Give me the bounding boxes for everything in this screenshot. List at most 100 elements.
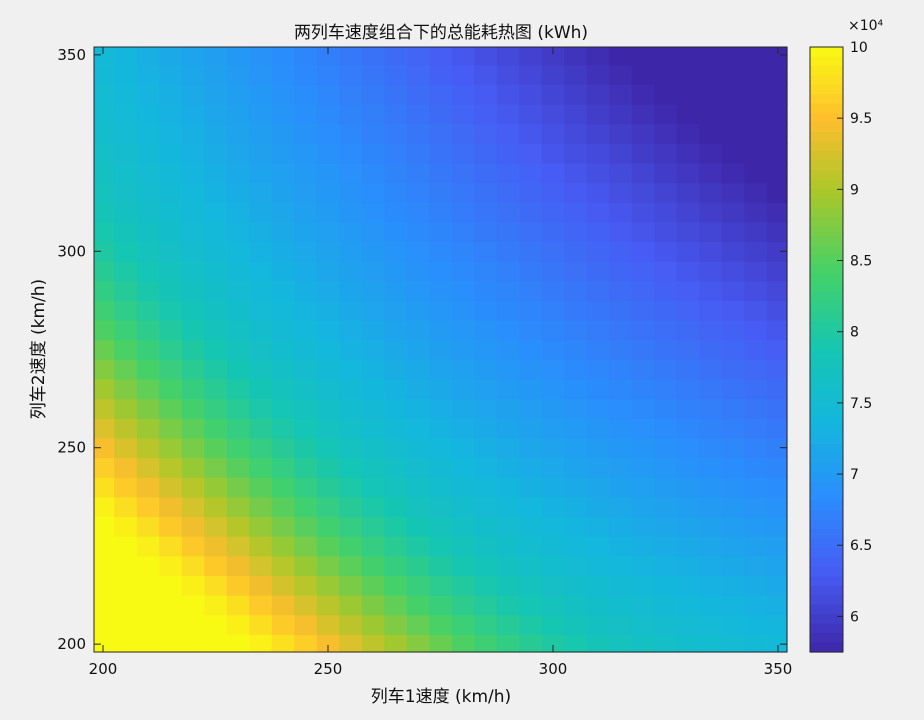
heatmap-cell (586, 123, 610, 144)
heatmap-cell (249, 536, 273, 557)
heatmap-cell (136, 64, 160, 85)
colorbar-swatch (810, 65, 843, 76)
heatmap-cell (676, 437, 700, 459)
heatmap-cell (316, 162, 340, 184)
heatmap-cell (429, 280, 453, 301)
heatmap-cell (271, 339, 295, 360)
heatmap-cell (541, 398, 565, 419)
heatmap-cell (136, 202, 160, 223)
heatmap-cell (766, 182, 788, 203)
heatmap-cell (204, 162, 228, 184)
heatmap-cell (136, 162, 160, 184)
heatmap-cell (361, 437, 385, 459)
heatmap-cell (496, 47, 520, 66)
heatmap-cell (654, 457, 678, 478)
heatmap-cell (249, 182, 273, 203)
heatmap-cell (609, 437, 633, 459)
heatmap-cell (406, 84, 430, 105)
heatmap-cell (339, 418, 363, 439)
heatmap-cell (159, 595, 183, 616)
heatmap-cell (564, 359, 588, 380)
heatmap-cell (744, 555, 768, 576)
heatmap-cell (94, 437, 115, 459)
heatmap-cell (339, 398, 363, 419)
heatmap-cell (136, 477, 160, 498)
heatmap-cell (699, 261, 723, 282)
heatmap-cell (721, 536, 745, 557)
heatmap-cell (519, 162, 543, 184)
heatmap-cell (249, 64, 273, 85)
heatmap-cell (519, 477, 543, 498)
heatmap-cell (406, 378, 430, 400)
heatmap-cell (114, 398, 138, 419)
heatmap-cell (294, 634, 318, 653)
heatmap-cell (361, 398, 385, 419)
heatmap-cell (204, 241, 228, 262)
heatmap-cell (181, 84, 205, 105)
heatmap-cell (496, 300, 520, 321)
heatmap-cell (676, 47, 700, 66)
heatmap-cell (451, 241, 475, 262)
heatmap-cell (766, 221, 788, 243)
colorbar-swatch (810, 434, 843, 445)
heatmap-cell (766, 103, 788, 125)
heatmap-cell (654, 221, 678, 243)
heatmap-cell (271, 516, 295, 537)
heatmap-cell (204, 477, 228, 498)
heatmap-cell (94, 280, 115, 301)
heatmap-cell (609, 457, 633, 478)
heatmap-cell (496, 634, 520, 653)
heatmap-cell (339, 221, 363, 243)
heatmap-cell (226, 378, 250, 400)
heatmap-cell (429, 202, 453, 223)
heatmap-cell (294, 595, 318, 616)
heatmap-cell (114, 359, 138, 380)
heatmap-cell (721, 182, 745, 203)
heatmap-cell (204, 496, 228, 518)
heatmap-cell (721, 202, 745, 223)
heatmap-cell (496, 103, 520, 125)
heatmap-cell (226, 398, 250, 419)
heatmap-cell (181, 339, 205, 360)
heatmap-cell (699, 221, 723, 243)
heatmap-cell (271, 536, 295, 557)
heatmap-cell (631, 64, 655, 85)
heatmap-cell (339, 516, 363, 537)
heatmap-cell (609, 496, 633, 518)
heatmap-cell (451, 437, 475, 459)
heatmap-cell (609, 477, 633, 498)
heatmap-cell (429, 162, 453, 184)
heatmap-cell (519, 634, 543, 653)
heatmap-cell (654, 300, 678, 321)
colorbar-swatch (810, 396, 843, 407)
heatmap-cell (249, 123, 273, 144)
heatmap-cell (564, 280, 588, 301)
heatmap-cell (631, 339, 655, 360)
colorbar-swatch (810, 633, 843, 644)
heatmap-cell (94, 398, 115, 419)
heatmap-cell (474, 614, 498, 635)
heatmap-cell (249, 614, 273, 635)
heatmap-cell (136, 103, 160, 125)
heatmap-cell (519, 418, 543, 439)
heatmap-cell (586, 477, 610, 498)
y-tick-label: 350 (57, 46, 86, 64)
heatmap-cell (136, 261, 160, 282)
x-tick-label: 250 (314, 660, 343, 678)
heatmap-cell (181, 123, 205, 144)
heatmap-cell (586, 516, 610, 537)
heatmap-cell (294, 359, 318, 380)
heatmap-cell (384, 84, 408, 105)
heatmap-cell (384, 595, 408, 616)
heatmap-cell (631, 143, 655, 164)
heatmap-cell (181, 182, 205, 203)
heatmap-cell (496, 182, 520, 203)
colorbar-tick-label: 6 (850, 609, 859, 625)
heatmap-cell (586, 398, 610, 419)
heatmap-cell (586, 261, 610, 282)
heatmap-cell (744, 300, 768, 321)
heatmap-cell (204, 300, 228, 321)
heatmap-cell (136, 614, 160, 635)
heatmap-cell (721, 398, 745, 419)
heatmap-cell (721, 123, 745, 144)
